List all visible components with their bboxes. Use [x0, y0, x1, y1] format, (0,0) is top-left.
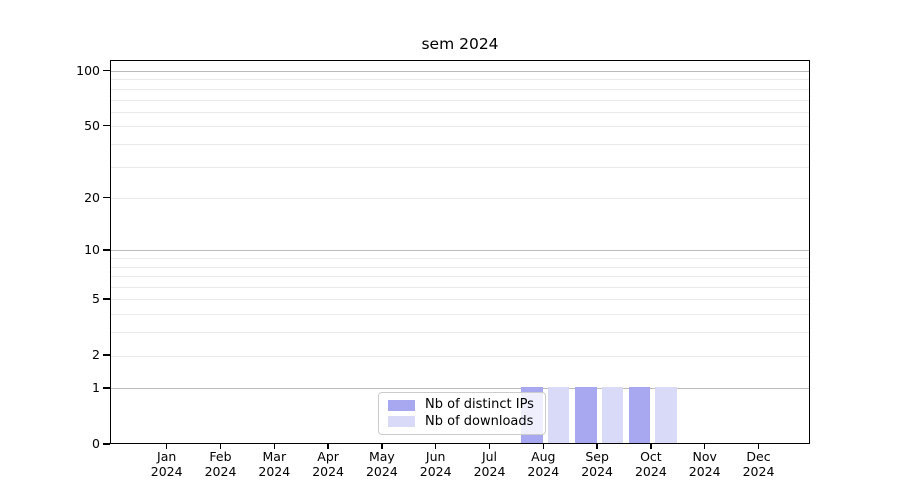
legend-swatch [388, 399, 415, 411]
major-gridline [111, 388, 809, 390]
x-tick-label: Dec 2024 [727, 449, 791, 479]
y-tick-mark [103, 249, 110, 251]
x-tick-mark [435, 444, 437, 449]
x-tick-year: 2024 [312, 464, 344, 479]
x-tick-year: 2024 [419, 464, 452, 479]
x-tick-label: Apr 2024 [296, 449, 360, 479]
x-tick-year: 2024 [581, 464, 613, 479]
y-tick-label: 20 [84, 189, 100, 205]
bar-oct-s1 [655, 386, 677, 443]
x-tick-year: 2024 [473, 464, 506, 479]
x-tick-year: 2024 [742, 464, 775, 479]
x-tick-month: Apr [317, 449, 339, 464]
x-tick-mark [219, 444, 222, 449]
x-tick-month: Aug [531, 449, 556, 464]
x-tick-year: 2024 [688, 464, 721, 479]
x-tick-month: Sep [585, 449, 609, 464]
minor-gridline [111, 355, 809, 357]
x-tick-mark [757, 444, 760, 449]
y-tick-label: 2 [92, 347, 100, 363]
legend-swatch [388, 416, 415, 428]
y-tick-label: 5 [92, 290, 100, 306]
x-tick-label: May 2024 [350, 449, 414, 479]
y-tick-mark [103, 69, 110, 72]
y-tick-mark [103, 125, 110, 127]
x-tick-mark [542, 444, 544, 449]
x-tick-year: 2024 [527, 464, 560, 479]
y-tick-mark [103, 354, 110, 356]
x-tick-label: Nov 2024 [673, 449, 737, 479]
x-tick-year: 2024 [634, 464, 667, 479]
x-tick-mark [273, 444, 275, 449]
bar-oct-s0 [628, 386, 651, 443]
y-tick-label: 10 [84, 241, 100, 257]
minor-gridline [111, 79, 809, 81]
y-tick-mark [103, 387, 110, 389]
y-tick-mark [103, 443, 110, 445]
x-tick-label: Mar 2024 [242, 449, 306, 479]
bar-sep-s1 [601, 386, 624, 443]
minor-gridline [111, 88, 809, 90]
y-tick-label: 0 [92, 436, 100, 451]
minor-gridline [111, 314, 809, 316]
legend: Nb of distinct IPs Nb of downloads [378, 392, 546, 435]
y-tick-mark [103, 298, 110, 300]
x-tick-year: 2024 [258, 464, 291, 479]
x-tick-month: May [368, 449, 395, 464]
legend-entry: Nb of downloads [388, 414, 537, 430]
x-tick-mark [596, 444, 598, 449]
x-tick-month: Jun [425, 449, 446, 464]
x-tick-month: Nov [692, 449, 717, 464]
legend-label: Nb of downloads [425, 413, 534, 429]
x-tick-label: Aug 2024 [511, 449, 575, 479]
x-tick-month: Dec [746, 449, 771, 464]
x-tick-mark [704, 444, 706, 449]
chart-title: sem 2024 [421, 35, 499, 53]
x-tick-label: Sep 2024 [565, 449, 629, 479]
minor-gridline [111, 287, 809, 289]
major-gridline [111, 71, 809, 72]
legend-label: Nb of distinct IPs [425, 397, 534, 413]
minor-gridline [111, 143, 809, 145]
x-tick-month: Feb [209, 449, 232, 464]
x-tick-label: Jul 2024 [458, 449, 522, 479]
x-tick-mark [327, 444, 329, 449]
legend-entry: Nb of distinct IPs [388, 397, 537, 413]
minor-gridline [111, 332, 809, 334]
minor-gridline [111, 258, 809, 260]
x-tick-mark [488, 444, 491, 449]
minor-gridline [111, 111, 809, 113]
plot-area: Nb of distinct IPs Nb of downloads [110, 60, 810, 444]
minor-gridline [111, 198, 809, 200]
x-tick-mark [650, 444, 652, 449]
bar-sep-s0 [575, 386, 597, 443]
minor-gridline [111, 126, 809, 128]
y-tick-mark [103, 196, 110, 199]
x-tick-month: Oct [640, 449, 662, 464]
minor-gridline [111, 299, 809, 301]
x-tick-label: Jun 2024 [404, 449, 468, 479]
x-tick-month: Mar [262, 449, 287, 464]
minor-gridline [111, 266, 809, 268]
bar-aug-s1 [547, 386, 570, 443]
y-tick-label: 100 [76, 62, 100, 78]
minor-gridline [111, 276, 809, 278]
x-tick-label: Jan 2024 [135, 449, 199, 479]
x-tick-month: Jan [157, 449, 177, 464]
minor-gridline [111, 166, 809, 168]
x-tick-year: 2024 [150, 464, 183, 479]
major-gridline [111, 250, 809, 252]
minor-gridline [111, 99, 809, 101]
x-tick-label: Feb 2024 [189, 449, 253, 479]
y-tick-label: 1 [92, 379, 100, 395]
x-tick-mark [381, 444, 383, 449]
x-tick-year: 2024 [204, 464, 237, 479]
x-tick-month: Jul [481, 449, 498, 464]
x-tick-label: Oct 2024 [619, 449, 683, 479]
y-tick-label: 50 [84, 117, 100, 133]
x-tick-mark [166, 444, 168, 449]
x-tick-year: 2024 [365, 464, 398, 479]
